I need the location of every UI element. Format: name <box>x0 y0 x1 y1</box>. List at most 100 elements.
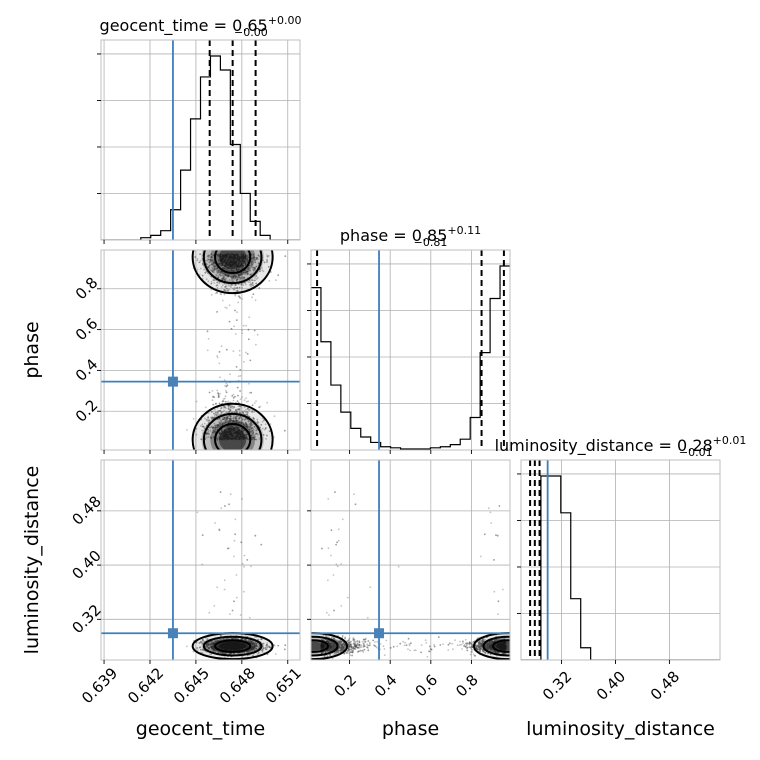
sample-point <box>227 646 230 649</box>
sample-point <box>247 256 250 259</box>
sample-point <box>240 265 243 267</box>
sample-point <box>246 426 249 428</box>
sample-point <box>243 256 246 259</box>
sample-point <box>238 642 240 644</box>
sample-point <box>235 257 238 259</box>
sample-point <box>242 271 245 274</box>
sample-point <box>245 437 248 440</box>
sample-point <box>227 404 230 407</box>
sample-point <box>217 258 220 261</box>
sample-point <box>261 648 264 651</box>
sample-point <box>242 646 245 648</box>
sample-point <box>238 645 241 648</box>
sample-point <box>213 430 216 433</box>
sample-point <box>243 255 245 258</box>
sample-point <box>236 268 238 271</box>
sample-point <box>220 437 223 439</box>
sample-point <box>236 642 239 644</box>
sample-point <box>234 533 237 536</box>
sample-point <box>245 645 248 647</box>
sample-point <box>239 643 242 645</box>
sample-point <box>242 646 245 649</box>
sample-point <box>241 651 244 654</box>
sample-point <box>244 417 247 420</box>
sample-point <box>222 432 225 434</box>
sample-point <box>234 647 237 649</box>
sample-point <box>234 645 237 647</box>
sample-point <box>224 433 226 436</box>
sample-point <box>250 565 252 568</box>
sample-point <box>229 644 232 647</box>
sample-point <box>201 423 204 426</box>
sample-point <box>227 645 230 648</box>
sample-point <box>216 651 219 653</box>
sample-point <box>230 641 233 643</box>
sample-point <box>230 275 232 278</box>
sample-point <box>225 646 228 649</box>
sample-point <box>225 264 228 266</box>
sample-point <box>223 258 226 261</box>
sample-point <box>221 645 224 648</box>
sample-point <box>225 642 228 645</box>
sample-point <box>210 643 212 645</box>
sample-point <box>227 427 230 430</box>
sample-point <box>218 646 221 649</box>
sample-point <box>250 642 253 644</box>
sample-point <box>244 417 247 420</box>
sample-point <box>234 644 236 646</box>
sample-point <box>232 643 235 645</box>
sample-point <box>224 273 227 276</box>
sample-point <box>238 429 241 432</box>
sample-point <box>237 644 240 647</box>
sample-point <box>218 644 221 647</box>
sample-point <box>219 643 222 646</box>
sample-point <box>220 438 222 440</box>
sample-point <box>238 277 241 279</box>
sample-point <box>247 411 249 414</box>
sample-point <box>214 640 216 642</box>
sample-point <box>214 426 217 428</box>
sample-point <box>246 413 248 416</box>
sample-point <box>222 266 225 269</box>
sample-point <box>205 278 208 280</box>
sample-point <box>256 433 259 436</box>
sample-point <box>223 261 226 264</box>
sample-point <box>242 264 244 267</box>
sample-point <box>232 646 234 649</box>
sample-point <box>235 644 237 647</box>
sample-point <box>244 433 247 436</box>
sample-point <box>226 643 228 645</box>
sample-point <box>240 264 242 266</box>
sample-point <box>235 261 238 264</box>
sample-point <box>234 643 237 645</box>
sample-point <box>217 263 220 266</box>
sample-point <box>231 262 233 265</box>
sample-point <box>244 643 247 645</box>
sample-point <box>219 647 222 650</box>
sample-point <box>226 647 229 649</box>
sample-point <box>230 645 233 648</box>
sample-point <box>266 434 268 437</box>
sample-point <box>222 645 224 647</box>
sample-point <box>243 434 246 436</box>
sample-point <box>236 255 239 257</box>
sample-point <box>222 638 225 640</box>
sample-point <box>226 643 229 646</box>
sample-point <box>242 438 245 440</box>
sample-point <box>226 416 229 419</box>
sample-point <box>219 258 222 261</box>
sample-point <box>229 410 232 412</box>
sample-point <box>222 266 225 269</box>
sample-point <box>231 276 234 279</box>
sample-point <box>227 547 230 549</box>
sample-point <box>228 642 230 645</box>
sample-point <box>222 645 225 648</box>
sample-point <box>202 425 205 428</box>
sample-point <box>242 411 245 414</box>
sample-point <box>239 645 242 648</box>
sample-point <box>218 646 220 649</box>
sample-point <box>231 644 234 647</box>
sample-point <box>229 415 232 417</box>
sample-point <box>241 643 243 646</box>
sample-point <box>250 646 253 648</box>
